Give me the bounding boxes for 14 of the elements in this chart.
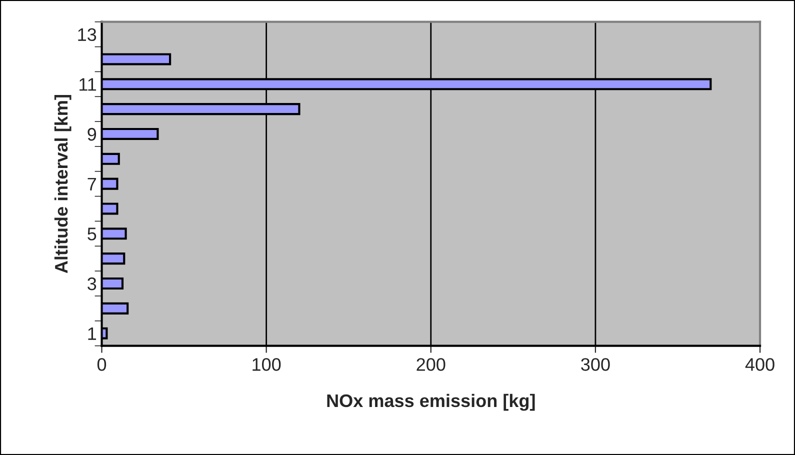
x-tick-label: 400 (745, 358, 774, 371)
y-tick-label: 9 (88, 128, 96, 141)
y-tick-label: 3 (88, 277, 96, 290)
x-tick-label: 200 (416, 358, 446, 371)
y-tick-label: 11 (80, 78, 96, 91)
x-tick-label: 300 (581, 358, 610, 371)
x-tick-label: 0 (97, 358, 106, 371)
y-tick-label: 1 (88, 327, 96, 340)
x-tick-label: 100 (252, 358, 281, 371)
y-tick-label: 5 (88, 228, 96, 240)
y-tick-label: 7 (88, 178, 96, 190)
y-tick-label: 13 (78, 28, 96, 42)
x-axis-title: NOx mass emission [kg] (327, 394, 535, 411)
y-axis-title: Altitude interval [km] (54, 95, 72, 274)
